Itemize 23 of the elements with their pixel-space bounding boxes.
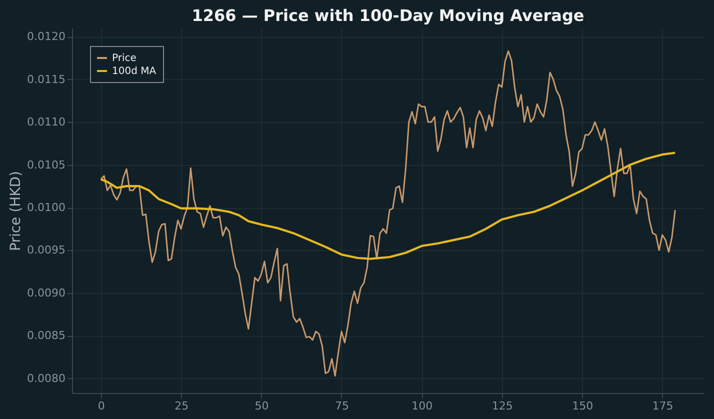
line-series [100,50,676,377]
y-tick-label: 0.0110 [27,116,66,129]
x-tick-label: 150 [572,400,594,412]
y-axis-title: Price (HKD) [8,170,24,252]
y-tick-label: 0.0080 [27,372,66,385]
y-tick-label: 0.0105 [27,158,66,172]
y-tick-label: 0.0095 [27,244,66,257]
y-tick-label: 0.0090 [27,286,66,300]
y-tick-label: 0.0100 [27,201,66,214]
y-tick-label: 0.0120 [27,30,66,44]
line-series [100,152,676,260]
y-tick-label: 0.0115 [27,72,66,86]
legend-label: Price [112,53,136,64]
x-tick-label: 125 [492,400,513,412]
x-tick-label: 175 [652,400,674,412]
chart-title: 1266 — Price with 100-Day Moving Average [192,6,584,25]
x-tick-label: 50 [254,400,269,412]
x-tick-label: 75 [334,400,349,412]
x-tick-label: 25 [174,400,189,412]
x-tick-label: 0 [98,400,105,412]
y-tick-label: 0.0085 [27,329,66,342]
legend-label: 100d MA [112,66,156,77]
x-tick-label: 100 [412,400,433,412]
